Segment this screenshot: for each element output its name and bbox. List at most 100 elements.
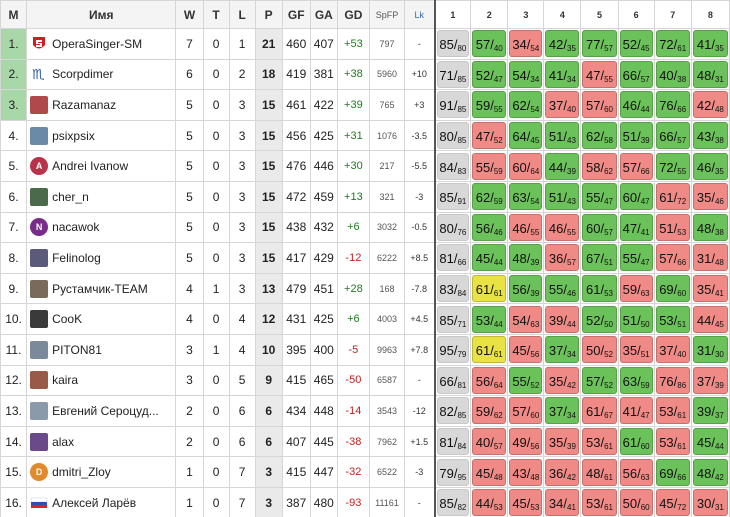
game-result-cell[interactable]: 34/41 [543, 486, 582, 517]
game-result-cell[interactable]: 54/34 [507, 58, 545, 91]
game-result-cell[interactable]: 59/55 [470, 89, 509, 121]
game-result-cell[interactable]: 72/61 [653, 28, 692, 60]
player-name-cell[interactable]: PITON81 [26, 333, 177, 366]
player-name-link[interactable]: Scorpdimer [52, 67, 114, 82]
game-result-cell[interactable]: 56/64 [470, 364, 509, 397]
player-name-cell[interactable]: kaira [26, 364, 177, 397]
header-lk[interactable]: Lk [404, 0, 436, 29]
game-result-cell[interactable]: 51/50 [617, 303, 655, 335]
game-result-cell[interactable]: 55/47 [617, 242, 655, 274]
game-result-cell[interactable]: 59/62 [470, 395, 509, 427]
game-result-cell[interactable]: 57/66 [653, 242, 692, 274]
game-result-cell[interactable]: 39/37 [690, 395, 730, 427]
game-result-cell[interactable]: 66/57 [653, 119, 692, 152]
game-result-cell[interactable]: 44/45 [690, 303, 730, 335]
game-result-cell[interactable]: 66/81 [433, 364, 472, 397]
game-result-cell[interactable]: 57/60 [580, 89, 619, 121]
game-result-cell[interactable]: 45/53 [507, 486, 545, 517]
game-result-cell[interactable]: 45/44 [690, 425, 730, 458]
game-result-cell[interactable]: 53/51 [653, 303, 692, 335]
game-result-cell[interactable]: 85/91 [433, 180, 472, 213]
game-result-cell[interactable]: 47/41 [617, 211, 655, 244]
game-result-cell[interactable]: 31/48 [690, 242, 730, 274]
game-result-cell[interactable]: 61/60 [617, 425, 655, 458]
game-result-cell[interactable]: 62/58 [580, 119, 619, 152]
player-name-link[interactable]: Рустамчик-TEAM [52, 281, 148, 296]
game-result-cell[interactable]: 56/39 [507, 272, 545, 305]
game-result-cell[interactable]: 53/61 [653, 395, 692, 427]
game-result-cell[interactable]: 81/84 [433, 425, 472, 458]
game-result-cell[interactable]: 46/44 [617, 89, 655, 121]
game-result-cell[interactable]: 69/66 [653, 456, 692, 488]
game-result-cell[interactable]: 52/47 [470, 58, 509, 91]
game-result-cell[interactable]: 35/46 [690, 180, 730, 213]
header-rank[interactable]: M [0, 0, 28, 29]
game-result-cell[interactable]: 63/54 [507, 180, 545, 213]
game-result-cell[interactable]: 44/53 [470, 486, 509, 517]
game-result-cell[interactable]: 85/71 [433, 303, 472, 335]
game-result-cell[interactable]: 64/45 [507, 119, 545, 152]
game-result-cell[interactable]: 48/42 [690, 456, 730, 488]
game-result-cell[interactable]: 35/41 [690, 272, 730, 305]
game-result-cell[interactable]: 35/42 [543, 364, 582, 397]
header-losses[interactable]: L [228, 0, 256, 29]
game-result-cell[interactable]: 53/61 [580, 425, 619, 458]
header-goal-diff[interactable]: GD [336, 0, 370, 29]
player-name-link[interactable]: Алексей Ларёв [52, 495, 137, 510]
game-result-cell[interactable]: 76/86 [653, 364, 692, 397]
game-result-cell[interactable]: 61/53 [580, 272, 619, 305]
game-result-cell[interactable]: 48/38 [690, 211, 730, 244]
game-result-cell[interactable]: 56/63 [617, 456, 655, 488]
game-result-cell[interactable]: 37/40 [543, 89, 582, 121]
game-result-cell[interactable]: 43/38 [690, 119, 730, 152]
game-result-cell[interactable]: 57/66 [617, 150, 655, 182]
game-result-cell[interactable]: 76/66 [653, 89, 692, 121]
header-points[interactable]: P [254, 0, 283, 29]
game-result-cell[interactable]: 37/34 [543, 333, 582, 366]
game-result-cell[interactable]: 45/56 [507, 333, 545, 366]
game-result-cell[interactable]: 80/76 [433, 211, 472, 244]
game-result-cell[interactable]: 48/39 [507, 242, 545, 274]
game-result-cell[interactable]: 60/64 [507, 150, 545, 182]
player-name-link[interactable]: PITON81 [52, 342, 102, 357]
game-result-cell[interactable]: 84/83 [433, 150, 472, 182]
header-wins[interactable]: W [175, 0, 204, 29]
player-name-link[interactable]: kaira [52, 373, 79, 388]
player-name-cell[interactable]: cher_n [26, 180, 177, 213]
game-result-cell[interactable]: 54/63 [507, 303, 545, 335]
game-result-cell[interactable]: 40/57 [470, 425, 509, 458]
player-name-link[interactable]: CooK [52, 312, 83, 327]
game-result-cell[interactable]: 55/47 [580, 180, 619, 213]
game-result-cell[interactable]: 51/39 [617, 119, 655, 152]
game-result-cell[interactable]: 95/79 [433, 333, 472, 366]
player-name-link[interactable]: Евгений Сероцуд... [52, 403, 159, 418]
player-name-cell[interactable]: Рустамчик-TEAM [26, 272, 177, 305]
header-name[interactable]: Имя [26, 0, 177, 29]
game-result-cell[interactable]: 57/52 [580, 364, 619, 397]
game-result-cell[interactable]: 60/57 [580, 211, 619, 244]
game-result-cell[interactable]: 30/31 [690, 486, 730, 517]
game-result-cell[interactable]: 91/85 [433, 89, 472, 121]
player-name-link[interactable]: dmitri_Zloy [52, 465, 111, 480]
game-result-cell[interactable]: 37/34 [543, 395, 582, 427]
game-result-cell[interactable]: 47/52 [470, 119, 509, 152]
game-result-cell[interactable]: 36/42 [543, 456, 582, 488]
game-result-cell[interactable]: 50/60 [617, 486, 655, 517]
game-result-cell[interactable]: 83/84 [433, 272, 472, 305]
game-result-cell[interactable]: 62/59 [470, 180, 509, 213]
player-name-link[interactable]: Andrei Ivanow [52, 159, 129, 174]
player-name-link[interactable]: psixpsix [52, 128, 95, 143]
game-result-cell[interactable]: 31/30 [690, 333, 730, 366]
player-name-link[interactable]: cher_n [52, 189, 89, 204]
game-result-cell[interactable]: 57/60 [507, 395, 545, 427]
game-result-cell[interactable]: 53/44 [470, 303, 509, 335]
game-result-cell[interactable]: 53/61 [653, 425, 692, 458]
game-result-cell[interactable]: 51/43 [543, 119, 582, 152]
player-name-cell[interactable]: CooK [26, 303, 177, 335]
game-result-cell[interactable]: 53/61 [580, 486, 619, 517]
game-result-cell[interactable]: 60/47 [617, 180, 655, 213]
game-result-cell[interactable]: 69/60 [653, 272, 692, 305]
player-name-cell[interactable]: ♏ Scorpdimer [26, 58, 177, 91]
